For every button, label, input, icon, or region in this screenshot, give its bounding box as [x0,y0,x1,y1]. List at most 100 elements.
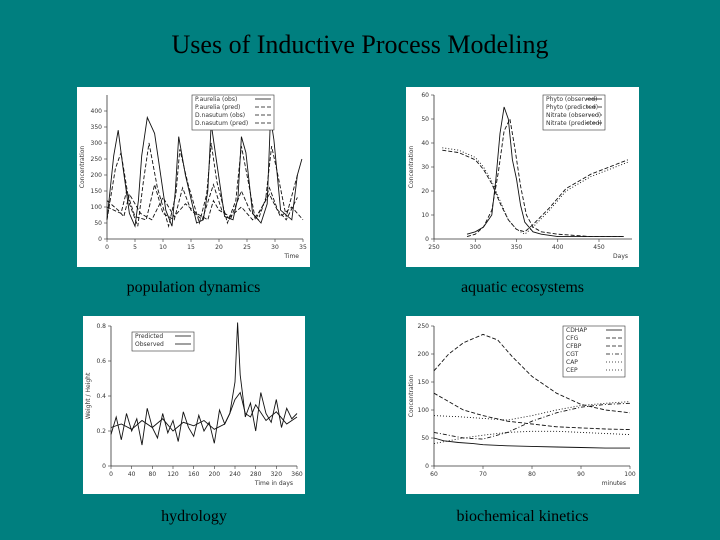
y-tick-label: 0 [425,463,429,470]
x-tick-label: 320 [271,471,283,478]
x-tick-label: 300 [470,244,482,251]
hydrology-chart: 0 40 80 120 160 200 240 280 320 360 0 0.2 0.4 0.6 0.8 T… [83,316,305,494]
series-line [433,402,631,440]
x-tick-label: 400 [552,244,564,251]
y-axis-label: Weight / Height [85,372,92,419]
legend-label: Nitrate (predicted) [546,120,602,127]
legend-label: Predicted [135,333,163,340]
y-tick-label: 200 [91,172,103,179]
y-tick-label: 0.6 [96,358,106,365]
y-axis-label: Concentration [408,146,415,189]
y-tick-label: 300 [91,140,103,147]
y-tick-label: 0 [425,236,429,243]
legend-label: D.nasutum (obs) [195,112,245,119]
series-line [106,115,303,228]
legend-label: Phyto (predicted) [546,104,598,111]
x-tick-label: 15 [187,244,195,251]
legend-box [191,94,275,131]
series-line [466,117,624,238]
aquatic-ecosystems-chart: 250 300 350 400 450 0 10 20 30 40 50 60 Days Concentr… [406,87,639,267]
y-tick-label: 50 [421,116,429,123]
x-tick-label: 35 [299,244,307,251]
legend-label: CGT [566,351,579,358]
legend-label: CFG [566,335,579,342]
x-tick-label: 240 [229,471,241,478]
y-tick-label: 400 [91,108,103,115]
x-tick-label: 450 [593,244,605,251]
x-tick-label: 90 [577,471,585,478]
x-tick-label: 30 [271,244,279,251]
biochemical-kinetics-chart: 60 70 80 90 100 0 50 100 150 200 250 minutes Concent… [406,316,639,494]
y-tick-label: 150 [418,379,430,386]
legend-label: P.aurelia (pred) [195,104,240,111]
x-tick-label: 280 [250,471,262,478]
legend-label: P.aurelia (obs) [195,96,237,103]
legend-label: Observed [135,341,164,348]
legend-box [131,331,195,352]
chart-svg: 0 40 80 120 160 200 240 280 320 360 0 0.2 0.4 0.6 0.8 T… [85,322,303,487]
legend-box [542,94,606,131]
caption-hydrology: hydrology [161,508,227,525]
y-tick-label: 200 [418,351,430,358]
x-axis-label: Time in days [254,480,293,487]
caption-biochemical-kinetics: biochemical kinetics [456,508,589,525]
caption-population-dynamics: population dynamics [126,279,261,296]
legend-label: Nitrate (observed) [546,112,601,119]
x-tick-label: 5 [133,244,137,251]
population-dynamics-chart: 0 5 10 15 20 25 30 35 0 50 100 150 200 250 300 350 400 Ti… [77,87,310,267]
series-line [433,437,630,449]
x-axis-label: minutes [602,480,626,487]
series-line [106,182,298,221]
legend-label: CEP [566,367,578,374]
y-axis-label: Concentration [79,146,86,189]
legend-label: CDHAP [566,327,587,334]
slide-title: Uses of Inductive Process Modeling [171,30,549,59]
y-tick-label: 350 [91,124,103,131]
y-tick-label: 30 [421,164,429,171]
y-tick-label: 50 [94,220,102,227]
x-tick-label: 120 [167,471,179,478]
x-tick-label: 350 [511,244,523,251]
series-line [110,391,298,432]
y-tick-label: 40 [421,140,429,147]
x-tick-label: 20 [215,244,223,251]
x-tick-label: 0 [109,471,113,478]
x-tick-label: 60 [430,471,438,478]
x-tick-label: 80 [149,471,157,478]
legend-label: CFBP [566,343,582,350]
y-tick-label: 20 [421,188,429,195]
series-line [433,401,631,421]
x-tick-label: 250 [428,244,440,251]
legend-label: Phyto (observed) [546,96,597,103]
y-tick-label: 60 [421,92,429,99]
y-tick-label: 0 [98,236,102,243]
x-tick-label: 100 [624,471,636,478]
series-line [110,322,298,446]
y-tick-label: 0.8 [96,323,106,330]
legend-label: CAP [566,359,578,366]
y-tick-label: 100 [418,407,430,414]
y-tick-label: 0.2 [96,428,106,435]
series-line [442,149,629,233]
y-tick-label: 250 [418,323,430,330]
y-tick-label: 0 [102,463,106,470]
x-tick-label: 70 [479,471,487,478]
x-tick-label: 200 [209,471,221,478]
series-line [433,333,631,414]
x-tick-label: 10 [159,244,167,251]
x-tick-label: 0 [105,244,109,251]
y-tick-label: 100 [91,204,103,211]
series-line [442,147,629,235]
caption-aquatic-ecosystems: aquatic ecosystems [460,279,585,296]
series-line [466,106,624,238]
series-line [106,193,304,221]
y-axis-label: Concentration [408,375,415,418]
y-tick-label: 0.4 [96,393,106,400]
chart-svg: 250 300 350 400 450 0 10 20 30 40 50 60 Days Concentr… [408,92,632,260]
series-line [106,142,298,228]
series-line [433,430,631,445]
chart-svg: 0 5 10 15 20 25 30 35050100150200250300350400Ti… [79,94,307,260]
x-tick-label: 80 [528,471,536,478]
series-line [433,392,631,431]
y-tick-label: 250 [91,156,103,163]
